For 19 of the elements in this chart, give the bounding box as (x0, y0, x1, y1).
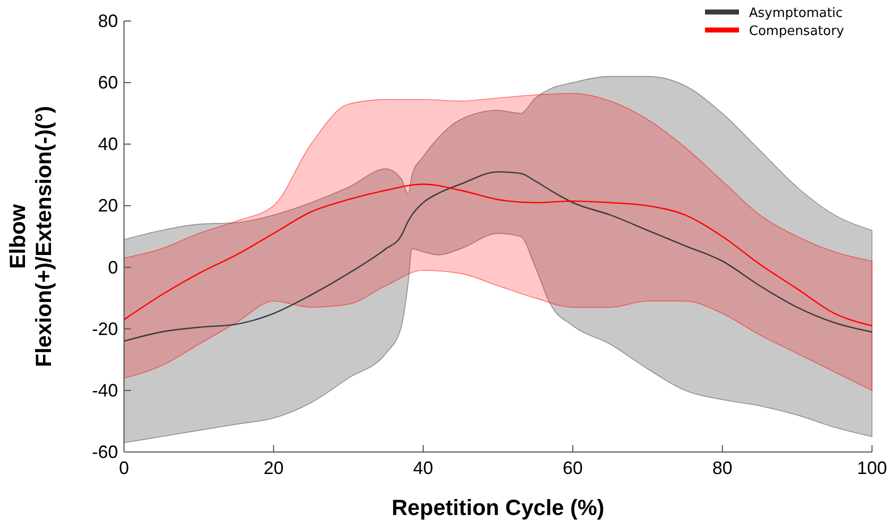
x-tick-label: 60 (562, 458, 583, 478)
y-tick-label: 20 (98, 196, 118, 216)
x-tick-label: 80 (712, 458, 732, 478)
x-axis-title: Repetition Cycle (%) (392, 495, 604, 520)
y-tick-label: 60 (98, 72, 118, 93)
y-tick-label: -60 (92, 442, 118, 462)
legend-label: Compensatory (749, 24, 844, 39)
y-tick-label: -20 (92, 318, 118, 339)
y-tick-label: 80 (98, 11, 118, 31)
x-tick-label: 100 (856, 458, 888, 478)
y-axis-title: Elbow Flexion(+)/Extension(-)(°) (5, 106, 56, 368)
x-tick-label: 40 (413, 458, 434, 478)
y-tick-label: -40 (92, 380, 118, 400)
line-series (123, 184, 873, 326)
legend-label: Asymptomatic (749, 6, 843, 21)
x-tick-label: 20 (264, 458, 284, 478)
y-tick-label: 40 (98, 134, 118, 154)
y-tick-label: 0 (108, 257, 118, 278)
line-series (123, 171, 873, 342)
